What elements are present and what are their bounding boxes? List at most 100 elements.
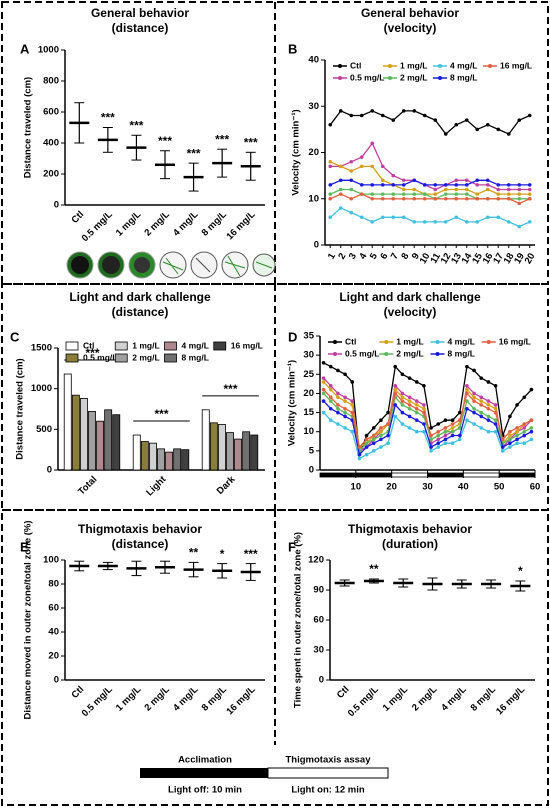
frame (1, 509, 549, 806)
point (472, 406, 476, 411)
dark-period (320, 473, 356, 477)
bar (217, 424, 226, 471)
point (336, 391, 340, 396)
legend-swatch (213, 341, 227, 351)
point (350, 380, 355, 384)
point (336, 422, 340, 426)
point (527, 220, 532, 224)
y-tick-label: 200 (43, 169, 59, 180)
y-tick-label: 80 (48, 579, 59, 590)
point (517, 196, 522, 201)
point (457, 418, 462, 423)
point (370, 164, 375, 169)
point (436, 422, 441, 426)
panel-letter: B (288, 41, 297, 56)
point (443, 187, 448, 192)
x-tick-label: 40 (458, 482, 469, 493)
point (359, 192, 364, 196)
point (515, 426, 519, 430)
point (380, 215, 385, 220)
bar (165, 451, 174, 471)
x-tick-label: 0.5 mg/L (80, 209, 115, 244)
point (343, 426, 347, 430)
point (493, 410, 498, 415)
point (400, 395, 405, 400)
point (475, 192, 480, 196)
x-tick-label: 60 (530, 482, 541, 493)
point (380, 192, 385, 196)
point (359, 155, 364, 159)
point (407, 406, 412, 411)
point (370, 183, 375, 187)
x-tick-label: 6 (378, 251, 390, 261)
point (422, 113, 427, 118)
legend-label: Ctl (350, 60, 361, 70)
point (350, 399, 355, 403)
x-tick-label: 13 (449, 251, 464, 266)
y-tick-label: 30 (313, 645, 324, 656)
legend-marker (384, 352, 389, 356)
y-tick-label: 0 (54, 200, 59, 211)
point (379, 433, 383, 438)
y-tick-label: 25 (303, 369, 314, 380)
point (436, 441, 441, 446)
point (454, 178, 459, 183)
y-tick-label: 10 (308, 193, 319, 204)
point (321, 387, 326, 392)
point (380, 183, 385, 187)
point (522, 429, 527, 434)
point (328, 387, 333, 392)
bar (71, 394, 80, 471)
x-tick-label: 4 mg/L (171, 684, 201, 714)
point (338, 187, 343, 192)
panel-title: General behavior (91, 6, 189, 20)
point (422, 429, 426, 434)
point (412, 192, 417, 196)
panel-letter: F (288, 539, 296, 554)
bar (148, 442, 157, 471)
y-tick-label: 400 (43, 138, 59, 149)
bar (250, 434, 259, 471)
point (436, 445, 441, 449)
point (496, 196, 501, 201)
point (338, 206, 343, 210)
point (443, 183, 448, 187)
legend-label: 0.5 mg/L (83, 352, 117, 362)
x-tick-label: Dark (215, 474, 238, 497)
x-tick-label: 2 mg/L (142, 684, 172, 714)
legend-label: 8 mg/L (450, 72, 477, 82)
point (364, 433, 369, 438)
point (443, 196, 448, 201)
y-tick-label: 30 (303, 350, 314, 361)
point (496, 127, 501, 132)
point (321, 391, 326, 396)
point (328, 395, 333, 400)
point (486, 399, 491, 403)
legend-label: 4 mg/L (182, 340, 209, 350)
point (515, 429, 519, 434)
bar (173, 448, 182, 471)
y-tick-label: 60 (313, 615, 324, 626)
point (371, 426, 376, 430)
point (349, 159, 354, 164)
legend-label: Ctl (345, 336, 356, 346)
panel-letter: A (20, 41, 30, 56)
y-tick-label: 20 (308, 147, 319, 158)
legend-label: 16 mg/L (231, 340, 263, 350)
legend-marker (438, 64, 442, 68)
point (436, 433, 441, 438)
point (464, 192, 469, 196)
bar (226, 432, 234, 471)
point (412, 196, 417, 201)
point (400, 422, 405, 426)
y-tick-label: 800 (43, 76, 59, 87)
y-axis-label: Velocity (cm min⁻¹) (287, 360, 298, 446)
point (493, 406, 498, 411)
point (338, 192, 343, 196)
legend-marker (333, 352, 337, 356)
point (364, 452, 369, 457)
significance: *** (187, 146, 201, 160)
point (349, 196, 354, 201)
point (479, 403, 484, 407)
